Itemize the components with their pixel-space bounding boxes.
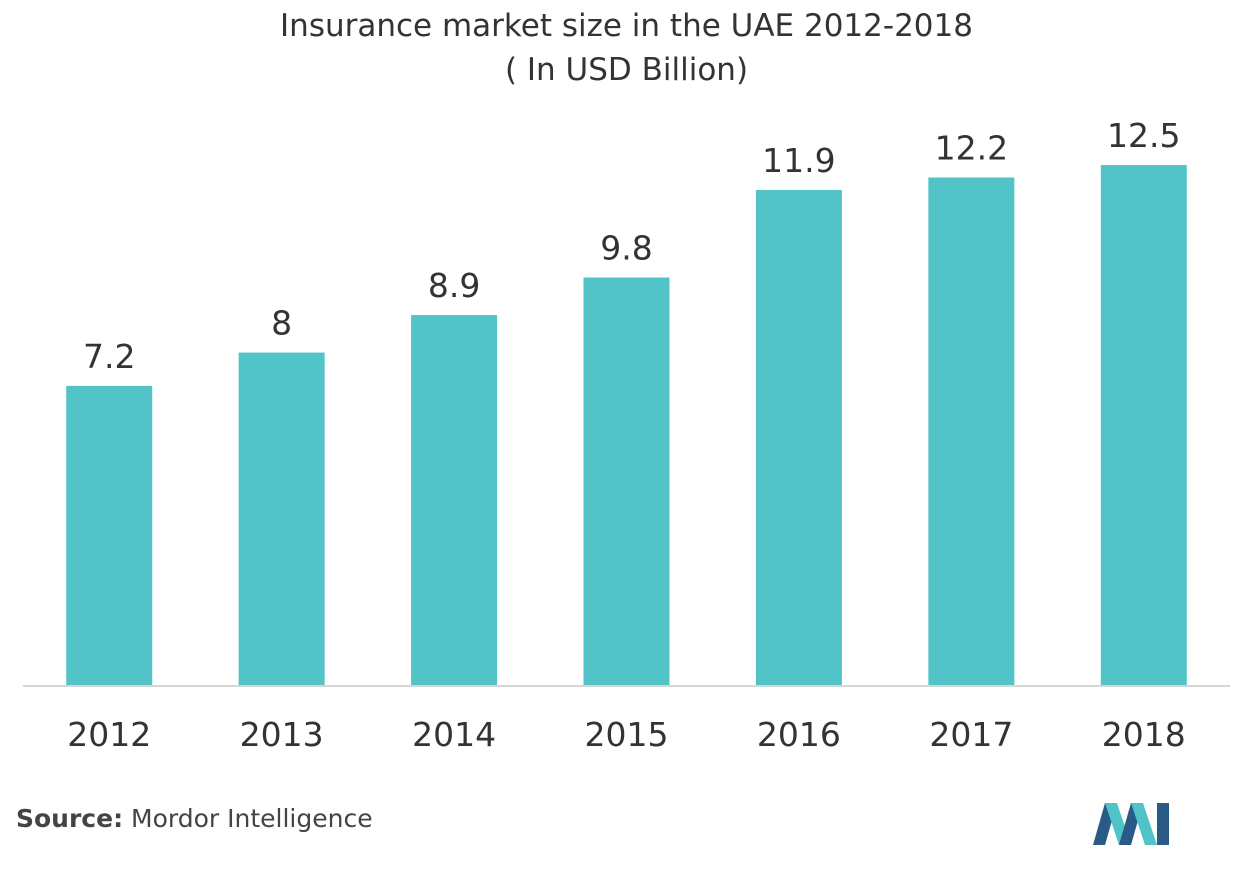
- data-label-2012: 7.2: [83, 337, 135, 376]
- source-label: Source:: [16, 804, 124, 833]
- data-label-2013: 8: [271, 304, 292, 343]
- data-label-2017: 12.2: [935, 129, 1008, 168]
- x-tick-label-2014: 2014: [412, 715, 496, 754]
- bar-2017: [928, 177, 1015, 686]
- x-tick-label-2018: 2018: [1102, 715, 1186, 754]
- data-label-2018: 12.5: [1107, 116, 1180, 155]
- data-label-2015: 9.8: [600, 229, 652, 268]
- x-tick-label-2012: 2012: [67, 715, 151, 754]
- x-tick-label-2017: 2017: [929, 715, 1013, 754]
- chart-title: Insurance market size in the UAE 2012-20…: [280, 8, 973, 44]
- bar-2016: [755, 190, 842, 686]
- bar-2018: [1100, 165, 1187, 686]
- bar-2012: [66, 385, 153, 686]
- source-text: Mordor Intelligence: [131, 804, 373, 833]
- bar-2014: [411, 315, 498, 686]
- chart-subtitle: ( In USD Billion): [504, 52, 749, 88]
- x-tick-label-2016: 2016: [757, 715, 841, 754]
- bar-2013: [238, 352, 325, 686]
- bar-2015: [583, 277, 670, 686]
- x-tick-label-2013: 2013: [240, 715, 324, 754]
- x-tick-label-2015: 2015: [585, 715, 669, 754]
- data-label-2014: 8.9: [428, 266, 480, 305]
- data-label-2016: 11.9: [762, 141, 835, 180]
- source-note: Source: Mordor Intelligence: [16, 804, 373, 833]
- mordor-intelligence-logo-icon: [1093, 803, 1169, 845]
